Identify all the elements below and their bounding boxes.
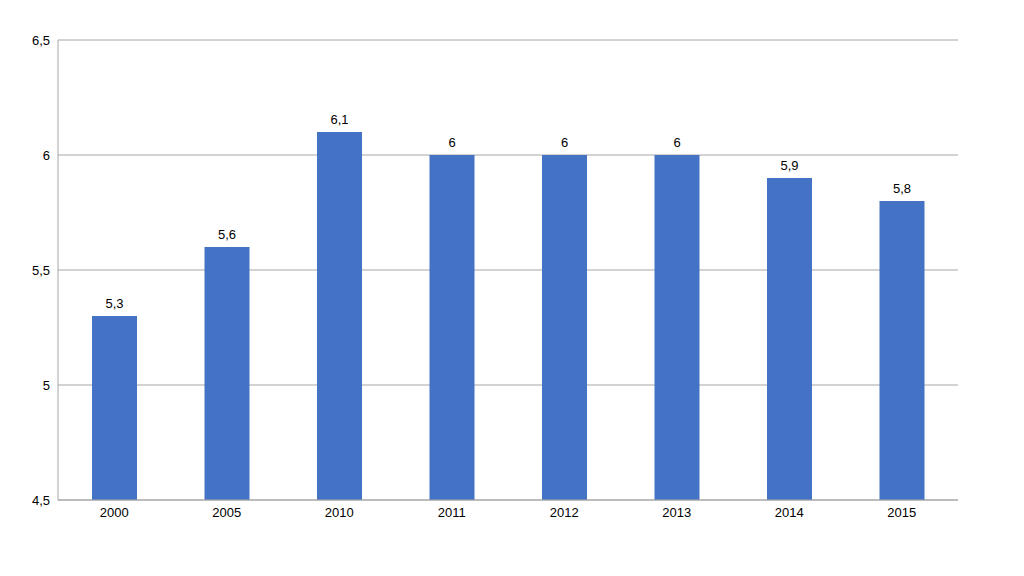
- svg-text:5: 5: [43, 378, 50, 393]
- svg-text:5,6: 5,6: [218, 227, 236, 242]
- svg-text:2010: 2010: [325, 505, 354, 520]
- svg-text:2011: 2011: [438, 505, 466, 520]
- svg-text:2015: 2015: [887, 505, 916, 520]
- svg-text:2000: 2000: [100, 505, 129, 520]
- svg-text:2014: 2014: [775, 505, 804, 520]
- svg-text:6: 6: [43, 148, 50, 163]
- svg-text:4,5: 4,5: [32, 493, 50, 508]
- svg-text:5,3: 5,3: [105, 296, 123, 311]
- svg-text:6: 6: [561, 135, 568, 150]
- svg-text:6: 6: [673, 135, 680, 150]
- svg-text:5,9: 5,9: [780, 158, 798, 173]
- svg-text:6,1: 6,1: [330, 112, 348, 127]
- svg-text:5,5: 5,5: [32, 263, 50, 278]
- svg-text:5,8: 5,8: [893, 181, 911, 196]
- svg-text:2012: 2012: [550, 505, 579, 520]
- svg-text:6: 6: [448, 135, 455, 150]
- svg-text:6,5: 6,5: [32, 33, 50, 48]
- svg-text:2013: 2013: [662, 505, 691, 520]
- svg-text:2005: 2005: [212, 505, 241, 520]
